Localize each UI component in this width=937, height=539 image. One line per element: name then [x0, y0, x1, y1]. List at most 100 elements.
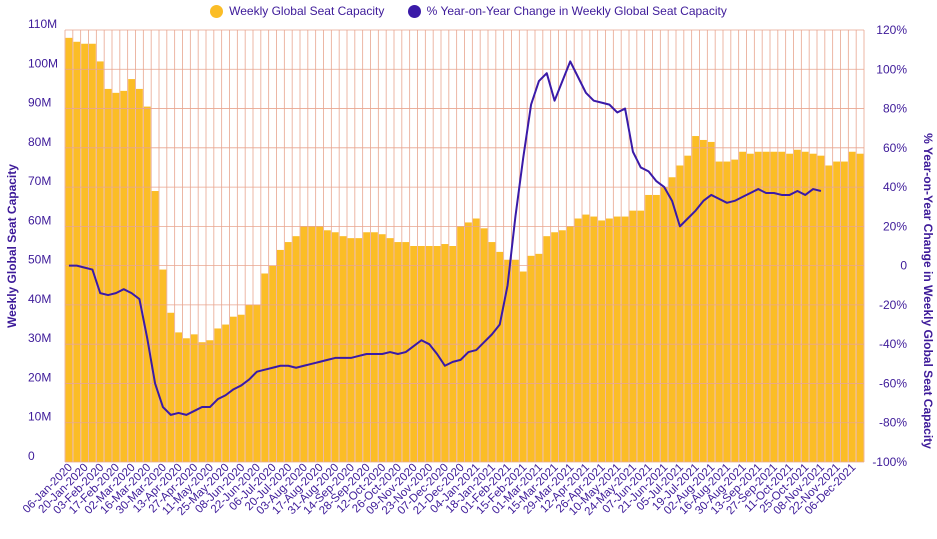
- bar-69: [606, 218, 613, 462]
- bar-60: [535, 253, 543, 462]
- bar-68: [598, 220, 605, 462]
- bar-41: [386, 238, 394, 462]
- y2-tick-label: 20%: [883, 219, 907, 233]
- bar-63: [559, 230, 566, 462]
- legend-swatch-line: [407, 4, 421, 18]
- y-tick-label: 40M: [28, 292, 51, 306]
- bar-93: [794, 149, 801, 462]
- bar-65: [574, 218, 582, 462]
- bar-82: [707, 141, 715, 462]
- legend-label-line: % Year-on-Year Change in Weekly Global S…: [426, 4, 727, 18]
- y2-tick-label: -100%: [872, 455, 907, 469]
- bar-97: [825, 165, 833, 463]
- bar-101: [856, 153, 864, 462]
- bar-35: [339, 236, 347, 462]
- y2-tick-label: -20%: [879, 298, 907, 312]
- y-tick-label: 100M: [28, 56, 58, 70]
- y-tick-label: 60M: [28, 213, 51, 227]
- y-tick-label: 80M: [28, 135, 51, 149]
- y-tick-label: 110M: [28, 17, 57, 31]
- bar-94: [801, 151, 809, 462]
- y2-tick-label: -40%: [879, 337, 907, 351]
- bar-96: [817, 155, 825, 463]
- y-axis-title: Weekly Global Seat Capacity: [5, 164, 19, 328]
- bar-77: [668, 177, 676, 462]
- bar-3: [89, 43, 96, 462]
- bar-42: [394, 242, 402, 462]
- bar-46: [425, 246, 433, 462]
- y2-tick-label: -80%: [879, 416, 907, 430]
- bar-27: [277, 249, 284, 462]
- legend-item-bar: Weekly Global Seat Capacity: [210, 4, 384, 18]
- bar-62: [551, 232, 558, 462]
- bar-18: [206, 340, 214, 462]
- y-tick-label: 0: [28, 449, 35, 463]
- bar-61: [543, 236, 551, 462]
- legend-item-line: % Year-on-Year Change in Weekly Global S…: [407, 4, 727, 18]
- y-tick-label: 50M: [28, 253, 51, 267]
- bar-38: [363, 232, 370, 462]
- bar-5: [104, 88, 112, 462]
- bar-80: [692, 136, 699, 463]
- bar-78: [676, 165, 684, 463]
- chart-legend: Weekly Global Seat Capacity % Year-on-Ye…: [0, 4, 937, 21]
- bar-39: [371, 232, 378, 462]
- bar-29: [292, 236, 300, 462]
- y2-axis-title: % Year-on-Year Change in Weekly Global S…: [921, 133, 935, 449]
- y-tick-label: 30M: [28, 331, 51, 345]
- bar-44: [410, 246, 417, 462]
- bar-25: [261, 273, 269, 462]
- bar-49: [449, 246, 457, 462]
- bar-81: [700, 139, 707, 462]
- y2-tick-label: 80%: [883, 102, 907, 116]
- y-tick-label: 20M: [28, 370, 51, 384]
- bar-66: [582, 214, 590, 462]
- bar-58: [519, 271, 527, 462]
- bar-85: [731, 159, 739, 462]
- bar-14: [175, 332, 182, 462]
- bar-11: [151, 191, 159, 462]
- bar-22: [237, 314, 245, 462]
- y2-tick-label: 100%: [876, 62, 907, 76]
- bar-17: [198, 342, 206, 462]
- bar-13: [167, 312, 175, 462]
- legend-label-bar: Weekly Global Seat Capacity: [229, 4, 385, 18]
- bar-10: [143, 106, 151, 462]
- bar-57: [512, 259, 519, 462]
- bar-54: [488, 242, 496, 462]
- bar-26: [269, 265, 276, 462]
- bar-100: [848, 151, 856, 462]
- bar-89: [762, 151, 770, 462]
- bar-4: [96, 61, 104, 463]
- legend-swatch-bar: [210, 4, 224, 18]
- bar-71: [621, 216, 629, 462]
- bar-36: [347, 238, 355, 462]
- bar-92: [786, 153, 793, 462]
- bar-99: [841, 161, 848, 462]
- bar-45: [418, 246, 425, 462]
- bar-1: [73, 41, 81, 462]
- y2-tick-label: 0: [900, 259, 907, 273]
- bar-2: [81, 43, 88, 462]
- bar-67: [590, 216, 598, 462]
- bar-74: [645, 194, 652, 462]
- y2-tick-label: 120%: [876, 23, 907, 37]
- y-tick-label: 90M: [28, 96, 51, 110]
- bar-19: [214, 328, 222, 462]
- bar-84: [723, 161, 731, 462]
- bar-6: [112, 92, 120, 462]
- bar-12: [159, 269, 167, 462]
- bar-0: [65, 37, 73, 462]
- bar-34: [331, 232, 339, 462]
- y2-tick-label: 60%: [883, 141, 907, 155]
- y2-tick-label: -60%: [879, 376, 907, 390]
- bar-15: [183, 338, 190, 462]
- y-tick-label: 10M: [28, 410, 51, 424]
- bar-90: [770, 151, 778, 462]
- bar-88: [754, 151, 762, 462]
- bar-95: [809, 153, 817, 462]
- bar-40: [378, 234, 386, 462]
- bar-33: [324, 230, 331, 462]
- y-tick-label: 70M: [28, 174, 51, 188]
